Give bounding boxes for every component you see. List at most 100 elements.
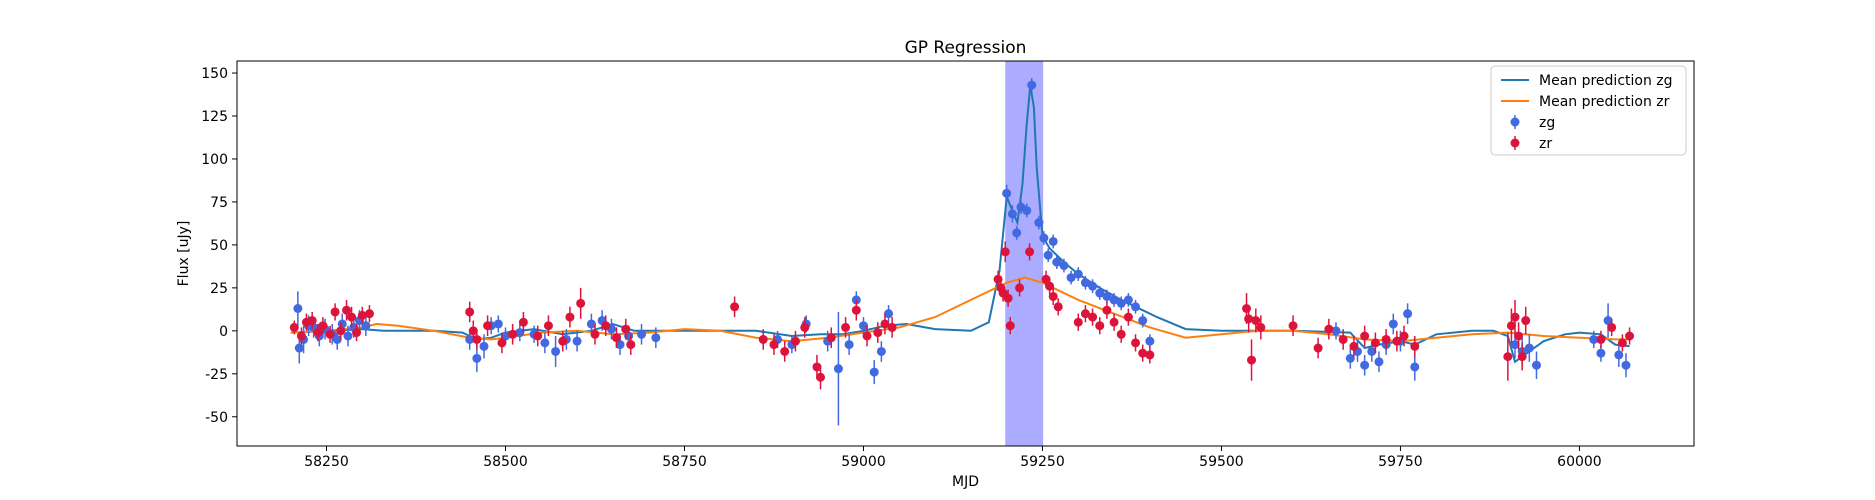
data-point [472,335,481,344]
data-point [1002,189,1011,198]
data-point [1360,361,1369,370]
data-point [816,373,825,382]
data-point [1049,292,1058,301]
data-point [544,321,553,330]
data-point [1514,332,1523,341]
x-tick-label: 58750 [662,454,707,470]
data-point [1059,261,1068,270]
legend-label: zg [1539,115,1555,131]
y-axis-label: Flux [uJy] [176,221,192,287]
data-point [1256,323,1265,332]
data-point [1614,350,1623,359]
x-axis-label: MJD [952,474,979,490]
data-point [1525,344,1534,353]
y-tick-label: -50 [205,410,228,426]
data-point [551,347,560,356]
data-point [558,337,567,346]
data-point [1027,81,1036,90]
data-point [1015,283,1024,292]
data-point [318,321,327,330]
data-point [1532,361,1541,370]
y-tick-label: 125 [201,109,228,125]
data-point [480,342,489,351]
x-tick-label: 58500 [483,454,528,470]
data-point [1006,321,1015,330]
data-point [1145,337,1154,346]
data-point [1131,338,1140,347]
y-tick-label: 0 [219,324,228,340]
y-tick-label: 75 [210,195,228,211]
data-point [621,325,630,334]
data-point [1004,294,1013,303]
data-point [637,330,646,339]
data-point [1503,352,1512,361]
data-point [852,306,861,315]
x-tick-label: 59500 [1199,454,1244,470]
data-point [1521,316,1530,325]
data-point [1025,247,1034,256]
data-point [841,323,850,332]
data-point [1012,228,1021,237]
data-point [293,304,302,313]
data-point [863,332,872,341]
data-point [1618,338,1627,347]
data-point [1621,361,1630,370]
y-tick-label: 25 [210,281,228,297]
data-point [1625,332,1634,341]
y-tick-label: -25 [205,367,228,383]
data-point [626,340,635,349]
data-point [1314,344,1323,353]
data-point [1518,352,1527,361]
x-tick-label: 59250 [1020,454,1065,470]
highlight-region [1005,61,1043,446]
data-point [1054,302,1063,311]
data-point [1596,349,1605,358]
data-point [326,330,335,339]
data-point [1596,335,1605,344]
data-point [590,330,599,339]
legend-label: zr [1539,136,1552,152]
data-point [347,313,356,322]
x-tick-label: 58250 [304,454,349,470]
data-point [508,330,517,339]
data-point [331,307,340,316]
data-point [1049,237,1058,246]
data-point [540,338,549,347]
data-point [791,337,800,346]
chart-title: GP Regression [905,38,1027,58]
data-point [1074,270,1083,279]
data-point [1374,357,1383,366]
data-point [1389,319,1398,328]
data-point [1022,206,1031,215]
data-point [494,319,503,328]
data-point [1410,342,1419,351]
data-point [1410,362,1419,371]
data-point [827,333,836,342]
data-point [1039,234,1048,243]
data-point [800,323,809,332]
data-point [730,302,739,311]
data-point [1088,282,1097,291]
data-point [1044,251,1053,260]
data-point [365,309,374,318]
data-point [1607,323,1616,332]
data-point [612,333,621,342]
data-point [290,323,299,332]
data-point [295,344,304,353]
data-point [1242,304,1251,313]
data-point [834,364,843,373]
data-point [1095,321,1104,330]
legend-label: Mean prediction zg [1539,73,1673,89]
data-point [601,321,610,330]
data-point [845,340,854,349]
data-point [1400,332,1409,341]
data-point [1349,342,1358,351]
data-point [1074,318,1083,327]
data-point [1034,218,1043,227]
data-point [336,326,345,335]
legend-marker-swatch [1511,139,1520,148]
x-tick-label: 59000 [841,454,886,470]
data-point [1324,325,1333,334]
y-tick-label: 50 [210,238,228,254]
data-point [1145,350,1154,359]
